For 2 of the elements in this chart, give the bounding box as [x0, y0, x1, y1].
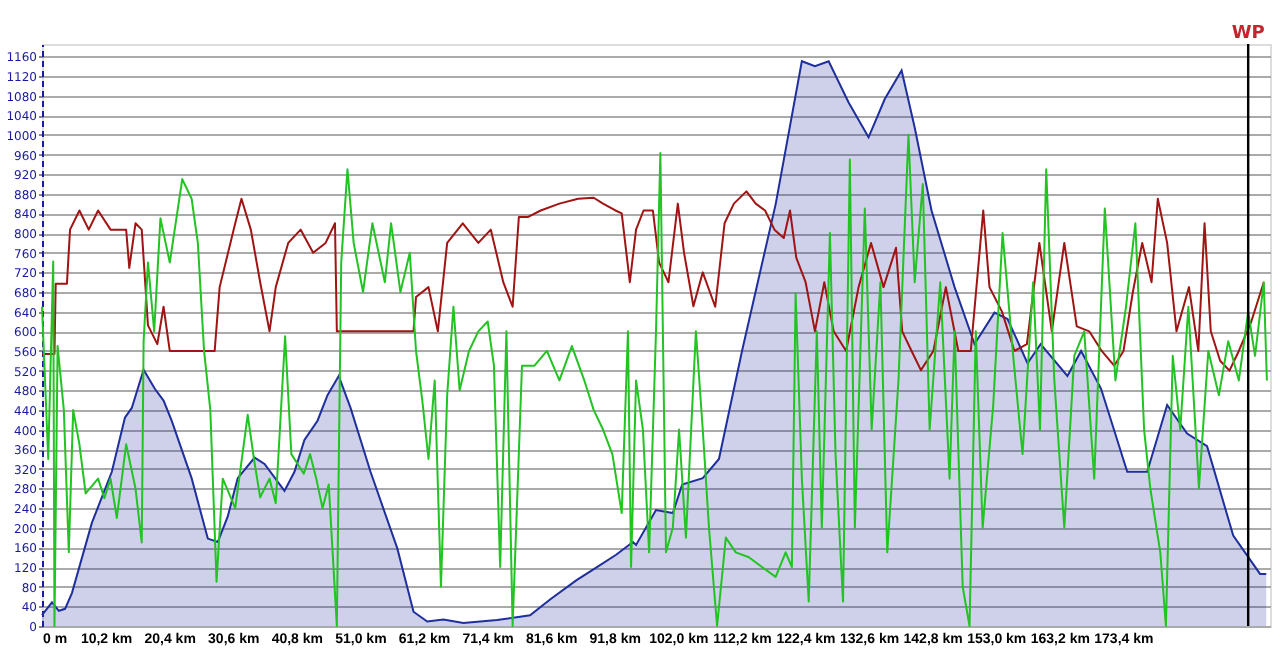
line-series — [41, 190, 1265, 372]
ref-line-label: WP — [1231, 24, 1266, 44]
